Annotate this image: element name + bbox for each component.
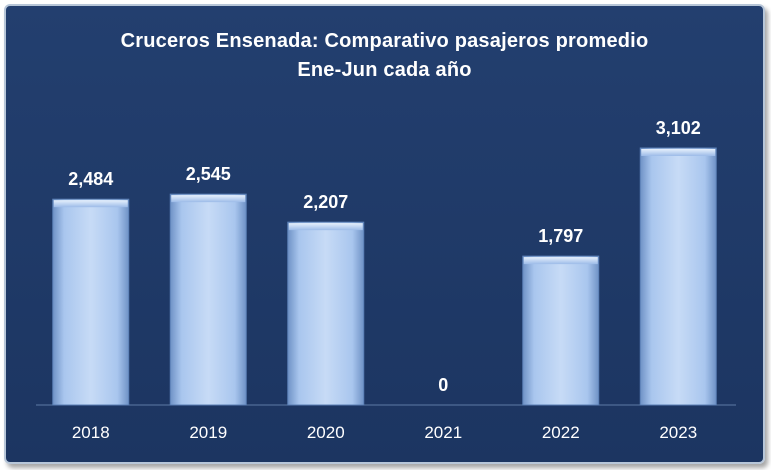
bar-2019 [169, 193, 247, 406]
chart-title: Cruceros Ensenada: Comparativo pasajeros… [120, 30, 649, 52]
bar-highlight-2020 [288, 223, 363, 231]
chart-subtitle: Ene-Jun cada año [297, 59, 472, 81]
value-label-2018: 2,484 [68, 169, 113, 189]
bar-highlight-2023 [641, 149, 716, 156]
bar-2022 [522, 255, 600, 406]
category-label-2023: 2023 [659, 423, 697, 442]
category-label-2018: 2018 [72, 423, 110, 442]
value-label-2022: 1,797 [538, 226, 583, 246]
bar-2020 [287, 221, 365, 406]
bar-highlight-2019 [171, 195, 246, 203]
chart-frame: Cruceros Ensenada: Comparativo pasajeros… [4, 4, 765, 464]
value-label-2021: 0 [438, 375, 448, 395]
bar-2023 [639, 147, 717, 406]
category-label-2021: 2021 [424, 423, 462, 442]
value-label-2020: 2,207 [303, 192, 348, 212]
value-label-2023: 3,102 [656, 118, 701, 138]
category-label-2019: 2019 [189, 423, 227, 442]
bar-highlight-2018 [53, 200, 128, 208]
category-label-2020: 2020 [307, 423, 345, 442]
category-label-2022: 2022 [542, 423, 580, 442]
bar-2018 [52, 198, 130, 406]
bar-highlight-2022 [523, 257, 598, 265]
value-label-2019: 2,545 [186, 164, 231, 184]
